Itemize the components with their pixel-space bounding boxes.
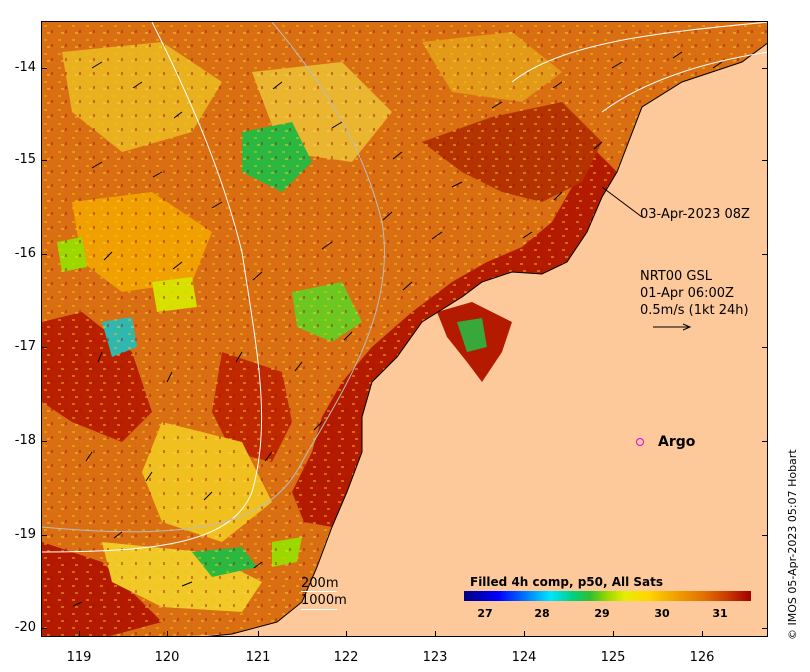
x-tick-label: 119 — [66, 650, 92, 665]
x-tick-label: 123 — [422, 650, 448, 665]
colorbar-tick-label: 31 — [712, 607, 728, 620]
depth-contour-200-swatch — [301, 591, 337, 592]
argo-label: Argo — [658, 434, 696, 450]
depth-contour-1000-label: 1000m — [301, 593, 347, 608]
y-tick-label: -19 — [14, 527, 36, 542]
y-tick-label: -14 — [14, 60, 36, 75]
argo-float-marker[interactable] — [636, 438, 644, 446]
sst-map[interactable] — [41, 21, 768, 637]
x-tick-label: 126 — [689, 650, 715, 665]
depth-contour-1000-swatch — [301, 609, 337, 610]
y-tick-label: -20 — [14, 620, 36, 635]
x-tick-label: 120 — [154, 650, 180, 665]
x-tick-label: 121 — [245, 650, 271, 665]
depth-contour-200-label: 200m — [301, 576, 339, 591]
image-timestamp-label: 03-Apr-2023 08Z — [640, 207, 750, 222]
x-tick-label: 122 — [333, 650, 359, 665]
current-source-label: NRT00 GSL — [640, 269, 712, 284]
colorbar-tick-label: 27 — [477, 607, 493, 620]
map-canvas — [42, 22, 767, 636]
x-tick-label: 124 — [511, 650, 537, 665]
y-tick-label: -15 — [14, 152, 36, 167]
colorbar-tick-label: 28 — [534, 607, 550, 620]
current-time-label: 01-Apr 06:00Z — [640, 286, 734, 301]
colorbar-title: Filled 4h comp, p50, All Sats — [470, 575, 664, 589]
y-tick-label: -16 — [14, 246, 36, 261]
colorbar-tick-label: 30 — [654, 607, 670, 620]
y-tick-label: -17 — [14, 339, 36, 354]
current-scale-label: 0.5m/s (1kt 24h) — [640, 303, 749, 318]
x-tick-label: 125 — [600, 650, 626, 665]
colorbar-tick-label: 29 — [594, 607, 610, 620]
y-tick-label: -18 — [14, 433, 36, 448]
sst-colorbar — [464, 591, 751, 601]
credit-label: © IMOS 05-Apr-2023 05:07 Hobart — [786, 449, 799, 640]
